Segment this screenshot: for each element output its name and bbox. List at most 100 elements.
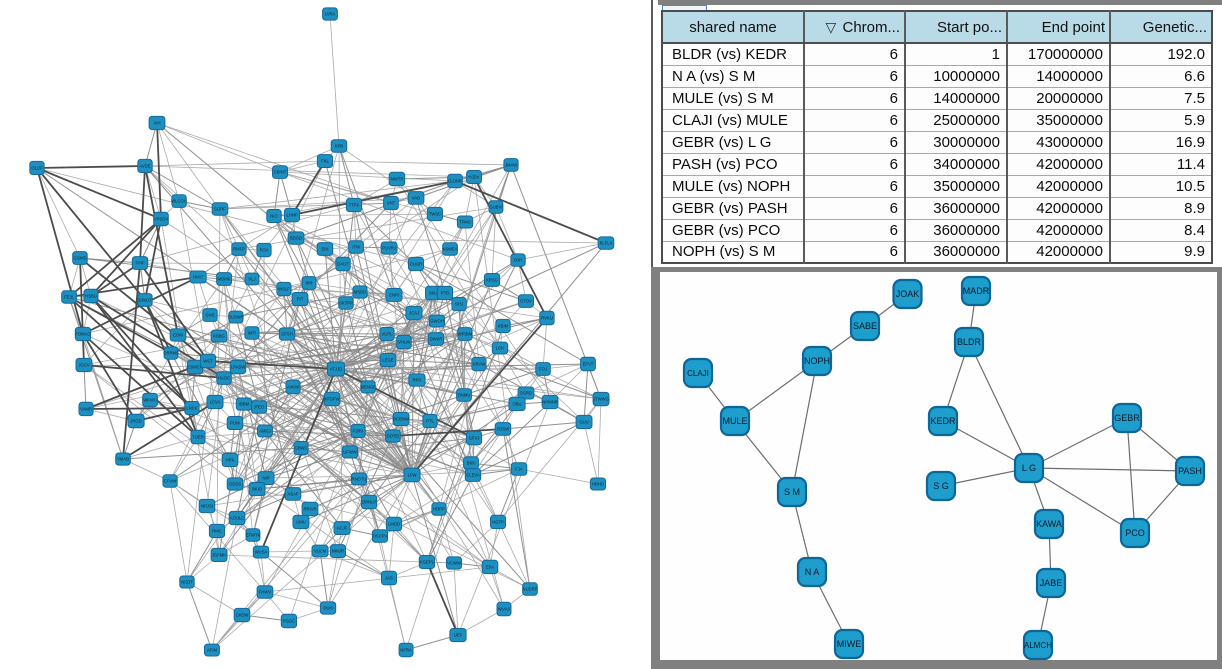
svg-text:EFWTK: EFWTK [246, 533, 261, 538]
svg-text:S M: S M [784, 487, 800, 497]
svg-text:MWTR: MWTR [390, 177, 403, 182]
svg-text:GNS: GNS [205, 313, 214, 318]
svg-text:LCK: LCK [496, 346, 504, 351]
svg-text:SKU: SKU [429, 291, 438, 296]
svg-text:MULE: MULE [722, 416, 747, 426]
svg-text:KGEPL: KGEPL [420, 560, 435, 565]
svg-text:MADR: MADR [963, 286, 990, 296]
svg-text:DSRD: DSRD [520, 391, 532, 396]
svg-text:POA: POA [260, 248, 269, 253]
svg-text:GUBVI: GUBVI [489, 205, 502, 210]
svg-text:OBU: OBU [512, 402, 521, 407]
svg-text:RRIVR: RRIVR [303, 507, 316, 512]
svg-text:VPSOV: VPSOV [154, 217, 169, 222]
svg-text:BKK: BKK [467, 461, 476, 466]
svg-text:BCBNW: BCBNW [393, 417, 409, 422]
svg-text:GUU: GUU [579, 420, 588, 425]
svg-text:KBBG: KBBG [213, 334, 225, 339]
svg-text:IBBM: IBBM [239, 402, 250, 407]
svg-text:SKTPP: SKTPP [339, 301, 353, 306]
svg-text:CLEVA: CLEVA [466, 473, 480, 478]
svg-text:NSMEA: NSMEA [443, 247, 458, 252]
svg-text:DWKR: DWKR [430, 337, 443, 342]
svg-text:PCO: PCO [1125, 528, 1145, 538]
svg-text:OUGR: OUGR [410, 262, 423, 267]
svg-text:JAS: JAS [385, 576, 393, 581]
svg-text:JRGD: JRGD [130, 419, 141, 424]
svg-text:FEJL: FEJL [64, 295, 74, 300]
svg-text:OLUF: OLUF [31, 166, 43, 171]
svg-text:CNPI: CNPI [389, 293, 399, 298]
svg-text:OTDV: OTDV [520, 299, 532, 304]
svg-text:OJH: OJH [514, 258, 522, 263]
svg-text:MIWE: MIWE [837, 639, 862, 649]
svg-text:GGMD: GGMD [73, 256, 86, 261]
svg-text:CSMCV: CSMCV [187, 365, 202, 370]
svg-text:EIIA: EIIA [486, 565, 494, 570]
svg-text:FKL: FKL [321, 159, 329, 164]
svg-text:NGTP: NGTP [492, 520, 504, 525]
svg-text:FOJ: FOJ [539, 367, 547, 372]
svg-text:KFDFW: KFDFW [325, 397, 340, 402]
svg-text:HSBU: HSBU [85, 294, 97, 299]
svg-text:NIO: NIO [270, 214, 278, 219]
svg-text:FDSW: FDSW [497, 427, 509, 432]
svg-text:NUDRP: NUDRP [523, 587, 538, 592]
svg-text:JGCV: JGCV [78, 363, 89, 368]
svg-text:HJDV: HJDV [469, 175, 480, 180]
svg-text:N A: N A [805, 567, 820, 577]
svg-text:GBWC: GBWC [294, 446, 307, 451]
svg-text:CLAJI: CLAJI [687, 369, 709, 378]
svg-text:GWLO: GWLO [139, 298, 153, 303]
svg-text:UMU: UMU [296, 520, 306, 525]
svg-text:LFW: LFW [408, 473, 417, 478]
svg-text:TTFK: TTFK [349, 203, 360, 208]
svg-text:MSBO: MSBO [354, 290, 367, 295]
svg-text:KBVW: KBVW [473, 362, 485, 367]
svg-text:HDPP: HDPP [433, 507, 445, 512]
svg-text:RVKU: RVKU [541, 316, 553, 321]
svg-text:DNMU: DNMU [458, 393, 471, 398]
svg-text:RMFP: RMFP [233, 247, 245, 252]
svg-text:ATJJD: ATJJD [330, 367, 342, 372]
svg-text:GFVJ: GFVJ [469, 436, 480, 441]
svg-text:VCWW: VCWW [447, 561, 461, 566]
svg-text:TFMO: TFMO [459, 220, 472, 225]
svg-text:JGFMK: JGFMK [212, 553, 226, 558]
svg-text:VNT: VNT [387, 201, 396, 206]
svg-text:CKDW: CKDW [236, 613, 249, 618]
svg-text:LHNF: LHNF [287, 213, 298, 218]
svg-text:BDGD: BDGD [290, 236, 302, 241]
svg-text:PUVRJ: PUVRJ [382, 246, 396, 251]
svg-text:ORRMS: ORRMS [163, 351, 179, 356]
svg-text:NPJSI: NPJSI [201, 504, 213, 509]
svg-text:WUAS: WUAS [498, 607, 511, 612]
svg-text:AOULC: AOULC [230, 516, 244, 521]
svg-text:DAUT: DAUT [337, 262, 349, 267]
svg-text:PUW: PUW [230, 421, 240, 426]
svg-text:WST: WST [203, 359, 213, 364]
svg-text:PIT: PIT [297, 297, 304, 302]
svg-text:IKR: IKR [306, 281, 313, 286]
svg-text:JTEO: JTEO [254, 405, 265, 410]
svg-text:NOPH: NOPH [804, 356, 830, 366]
svg-text:WSLF: WSLF [278, 287, 290, 292]
svg-text:VAMR: VAMR [80, 407, 92, 412]
svg-text:BLDR: BLDR [957, 337, 982, 347]
svg-text:VAO: VAO [412, 196, 421, 201]
svg-text:IMTI: IMTI [248, 331, 256, 336]
svg-text:FJRV: FJRV [353, 429, 364, 434]
svg-text:VUCM: VUCM [314, 549, 327, 554]
svg-text:KEDR: KEDR [930, 416, 956, 426]
svg-text:FJA: FJA [515, 467, 523, 472]
svg-text:DUH: DUH [323, 606, 332, 611]
svg-text:ODSS: ODSS [229, 482, 241, 487]
svg-text:FHWV: FHWV [259, 590, 272, 595]
svg-text:WLCOH: WLCOH [171, 199, 187, 204]
svg-text:PGGC: PGGC [283, 619, 295, 624]
svg-text:KLFLA: KLFLA [600, 241, 613, 246]
svg-text:KRSG: KRSG [486, 278, 498, 283]
svg-text:AMGJ: AMGJ [259, 429, 271, 434]
svg-text:VMAB: VMAB [117, 457, 129, 462]
svg-text:ASAF: ASAF [288, 492, 299, 497]
